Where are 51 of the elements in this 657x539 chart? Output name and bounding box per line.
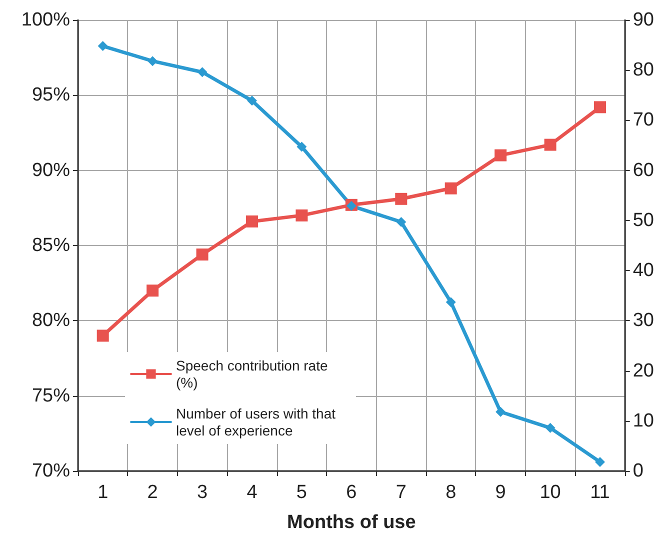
- y2-tick-label: 80: [632, 60, 654, 81]
- y2-tick-label: 60: [632, 160, 654, 181]
- x-tick-label: 9: [495, 482, 506, 503]
- point: [148, 56, 158, 66]
- point: [296, 209, 308, 222]
- point: [247, 96, 258, 106]
- x-tick-label: 7: [396, 482, 406, 503]
- y-tick-label: 95%: [32, 84, 70, 106]
- y-tick-label: 100%: [21, 10, 70, 30]
- x-tick-label: 10: [540, 482, 561, 503]
- x-tick-label: 4: [246, 482, 258, 503]
- x-tick-label: 8: [446, 482, 456, 503]
- y2-tick-label: 30: [632, 310, 654, 332]
- point: [146, 284, 159, 297]
- y2-tick-label: 90: [632, 10, 654, 30]
- legend-label: Speech contribution rate (%): [176, 358, 332, 390]
- y-tick-label: 70%: [32, 460, 70, 482]
- point: [96, 330, 109, 342]
- y-tick-label: 90%: [32, 160, 70, 181]
- point: [545, 422, 556, 433]
- point: [396, 216, 406, 227]
- point: [595, 456, 606, 467]
- y-tick-label: 85%: [32, 235, 70, 256]
- x-tick-label: 3: [197, 482, 208, 503]
- x-tick-label: 2: [147, 482, 158, 503]
- point: [196, 248, 208, 261]
- point: [594, 101, 606, 114]
- point: [444, 182, 457, 194]
- point: [246, 215, 258, 228]
- point: [197, 67, 208, 78]
- x-tick-label: 6: [346, 482, 357, 503]
- point: [296, 142, 307, 152]
- y-tick-label: 80%: [32, 310, 70, 332]
- y2-tick-label: 10: [632, 410, 654, 432]
- point: [496, 406, 506, 417]
- y-tick-label: 75%: [32, 385, 70, 406]
- x-tick-label: 1: [98, 482, 108, 503]
- point: [98, 41, 108, 52]
- y2-tick-label: 0: [632, 460, 644, 482]
- legend-label: Number of users with that level of experience: [176, 406, 340, 438]
- x-tick-label: 11: [590, 482, 610, 503]
- x-axis-title: Months of use: [287, 512, 416, 533]
- point: [544, 138, 556, 151]
- y2-tick-label: 40: [632, 260, 654, 282]
- point: [494, 149, 507, 162]
- y2-tick-label: 70: [632, 110, 654, 131]
- point: [446, 297, 456, 308]
- point: [395, 192, 408, 205]
- x-tick-label: 5: [296, 482, 308, 503]
- y2-tick-label: 20: [632, 360, 654, 382]
- y2-tick-label: 50: [632, 210, 654, 231]
